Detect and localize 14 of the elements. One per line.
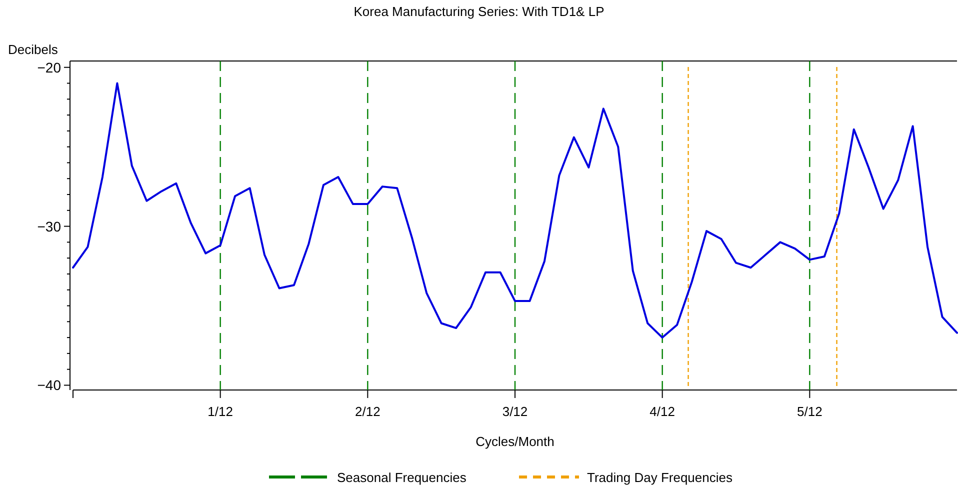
legend-label: Seasonal Frequencies bbox=[337, 470, 467, 485]
legend-label: Trading Day Frequencies bbox=[587, 470, 733, 485]
x-tick-label: 5/12 bbox=[797, 404, 822, 419]
x-tick-label: 3/12 bbox=[502, 404, 528, 419]
chart-title: Korea Manufacturing Series: With TD1& LP bbox=[354, 4, 604, 19]
x-tick-label: 2/12 bbox=[355, 404, 380, 419]
y-axis-title: Decibels bbox=[8, 42, 58, 57]
y-tick-label: −40 bbox=[37, 377, 62, 394]
y-tick-label: −20 bbox=[37, 59, 62, 76]
y-tick-label: −30 bbox=[37, 218, 62, 234]
x-tick-label: 1/12 bbox=[208, 404, 233, 419]
x-axis-title: Cycles/Month bbox=[476, 434, 554, 449]
line-series bbox=[72, 82, 958, 339]
x-tick-label: 4/12 bbox=[650, 404, 675, 419]
